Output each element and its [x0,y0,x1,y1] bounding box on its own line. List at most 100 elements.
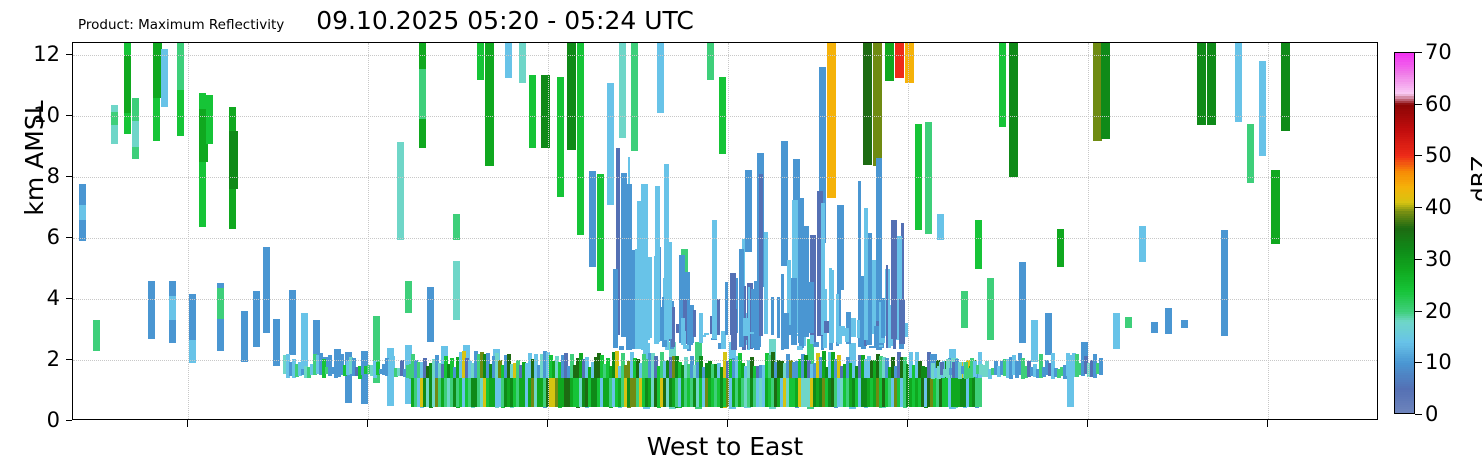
colorbar-band [1395,116,1414,120]
colorbar-band [1395,295,1414,299]
convective-filament [758,174,764,336]
convective-filament [647,257,652,339]
reflectivity-column [453,260,460,321]
colorbar-band [1395,221,1414,225]
bright-band-echo-cell [756,377,760,407]
bright-band-echo-cell [954,377,958,407]
reflectivity-column [975,219,982,269]
bright-band-echo-cell [732,377,736,407]
reflectivity-column [313,320,320,359]
bright-band-echo-cell [414,377,418,407]
colorbar-band [1395,227,1414,231]
reflectivity-column [937,213,944,240]
colorbar-band [1395,112,1414,116]
convective-filament [720,330,726,349]
reflectivity-column [169,296,176,321]
convective-filament [715,299,720,335]
x-axis-tick-mark [547,420,548,427]
bright-band-echo-cell [843,377,847,407]
bright-band-echo-cell [918,377,922,407]
bright-band-echo-cell [942,377,946,407]
convective-filament [828,267,832,334]
gridline-vertical [368,43,369,419]
bright-band-echo-cell [789,377,793,407]
reflectivity-column [631,43,638,152]
colorbar-band [1395,74,1414,78]
bright-band-echo-cell [600,377,604,407]
low-level-echo-cell [334,362,338,379]
low-level-echo-cell [397,368,401,376]
reflectivity-column [863,43,872,165]
bright-band-echo-cell [831,377,835,407]
reflectivity-column [1009,43,1018,178]
colorbar-band [1395,93,1414,97]
low-level-echo-cell [382,364,386,376]
convective-filament [615,148,621,335]
bright-band-echo-cell [753,377,757,407]
convective-filament [828,340,833,351]
low-level-echo-cell [322,359,326,379]
colorbar-band [1395,304,1414,308]
colorbar-band [1395,319,1414,323]
low-level-echo-cell [1075,354,1079,377]
colorbar-band [1395,376,1414,380]
bright-band-echo-cell [594,377,598,407]
reflectivity-column [1151,321,1158,333]
colorbar-band [1395,310,1414,314]
colorbar-band [1395,278,1414,282]
colorbar-band [1395,255,1414,259]
gridline-horizontal [73,299,1377,301]
low-level-echo-cell [943,369,947,377]
colorbar-band [1395,119,1414,123]
bright-band-echo-cell [468,377,472,407]
colorbar-band [1395,78,1414,82]
bright-band-echo-cell [465,377,469,407]
colorbar-band [1395,63,1414,67]
convective-filament [822,289,828,348]
convective-filament [891,220,898,339]
colorbar-band [1395,370,1414,374]
reflectivity-column [529,75,536,149]
colorbar-band [1395,253,1414,257]
bright-band-echo-cell [420,377,424,407]
low-level-echo-cell [955,358,959,378]
bright-band-echo-cell [876,377,880,407]
colorbar-tick-mark [1415,258,1422,260]
low-level-echo-cell [337,367,341,377]
bright-band-echo-cell [801,377,805,407]
low-level-echo-cell [409,364,413,379]
convective-filament [841,329,845,337]
colorbar-band [1395,70,1414,74]
reflectivity-column [1057,228,1064,268]
bright-band-echo-cell [867,377,871,407]
low-level-echo-cell [400,360,404,376]
bright-band-echo-cell [855,377,859,407]
low-level-echo-cell [459,351,463,404]
reflectivity-column [1031,320,1038,362]
gridline-horizontal [73,116,1377,118]
bright-band-echo-cell [615,377,619,407]
colorbar-band [1395,182,1414,186]
bright-band-echo-cell [696,377,700,407]
colorbar-band [1395,344,1414,348]
convective-filament [739,249,744,348]
reflectivity-field [73,43,1377,419]
low-level-echo-cell [370,365,374,377]
bright-band-echo-cell [735,377,739,407]
reflectivity-column [597,174,604,292]
bright-band-echo-cell [663,377,667,407]
y-axis-tick-label: 12 [33,42,60,67]
bright-band-echo-cell [495,377,499,407]
convective-filament [664,164,669,341]
convective-filament [787,260,792,336]
bright-band-echo-cell [741,377,745,407]
bright-band-echo-cell [513,377,517,407]
bright-band-echo-cell [483,377,487,407]
reflectivity-column [199,108,208,162]
bright-band-echo-cell [888,377,892,407]
gridline-horizontal [73,238,1377,240]
bright-band-echo-cell [966,377,970,407]
colorbar-band [1395,363,1414,367]
bright-band-echo-cell [795,377,799,407]
colorbar-band [1395,101,1414,105]
